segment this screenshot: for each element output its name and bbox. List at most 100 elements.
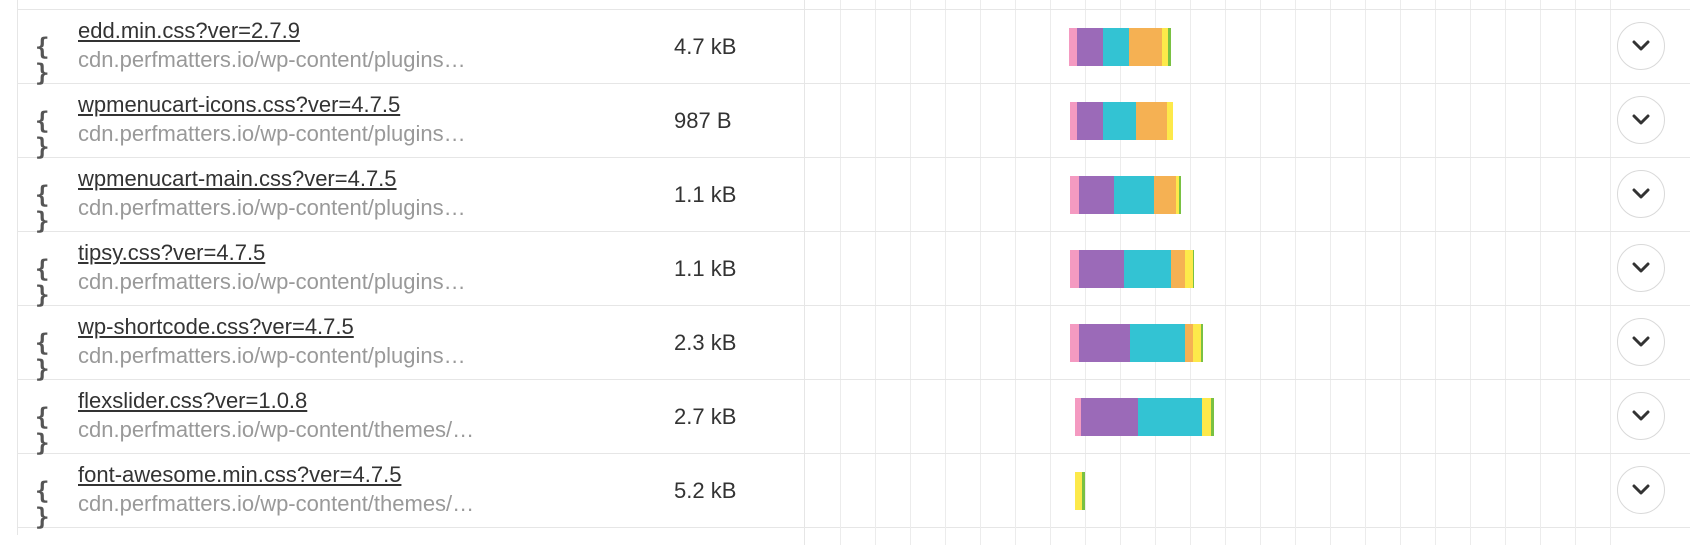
waterfall-gridline bbox=[1050, 306, 1051, 379]
waterfall-gridline bbox=[840, 10, 841, 83]
waterfall-gridline bbox=[1400, 0, 1401, 9]
waterfall-gridline bbox=[1330, 232, 1331, 305]
resource-url: cdn.perfmatters.io/wp-content/plugins… bbox=[78, 121, 466, 146]
waterfall-gridline bbox=[1575, 84, 1576, 157]
timing-segment-purple bbox=[1077, 102, 1103, 140]
waterfall-gridline bbox=[945, 232, 946, 305]
waterfall-gridline bbox=[1610, 232, 1611, 305]
waterfall-gridline bbox=[1120, 454, 1121, 527]
waterfall-gridline bbox=[1225, 84, 1226, 157]
css-braces-icon: { } bbox=[35, 107, 52, 161]
waterfall-gridline bbox=[1505, 380, 1506, 453]
waterfall-gridline bbox=[945, 525, 946, 545]
waterfall-gridline bbox=[1330, 158, 1331, 231]
table-row-partial-bottom bbox=[18, 525, 1690, 545]
waterfall-gridline bbox=[1015, 525, 1016, 545]
waterfall-gridline bbox=[1295, 84, 1296, 157]
waterfall-gridline bbox=[1260, 10, 1261, 83]
timing-segment-pink bbox=[1075, 398, 1081, 436]
resource-name-link[interactable]: tipsy.css?ver=4.7.5 bbox=[78, 240, 266, 265]
timing-segment-pink bbox=[1070, 250, 1079, 288]
waterfall-gridline bbox=[1400, 10, 1401, 83]
waterfall-gridline bbox=[1540, 0, 1541, 9]
waterfall-gridline bbox=[1015, 84, 1016, 157]
waterfall-grid bbox=[804, 454, 1637, 527]
resource-size: 5.2 kB bbox=[674, 478, 737, 503]
waterfall-gridline bbox=[875, 306, 876, 379]
waterfall-gridline bbox=[1085, 454, 1086, 527]
waterfall-grid bbox=[804, 306, 1637, 379]
timing-segment-teal bbox=[1130, 324, 1185, 362]
table-row: { } wp-shortcode.css?ver=4.7.5 cdn.perfmat… bbox=[18, 306, 1690, 382]
waterfall-gridline bbox=[1400, 306, 1401, 379]
waterfall-gridline bbox=[1435, 525, 1436, 545]
table-row: { } edd.min.css?ver=2.7.9 cdn.perfmatters.… bbox=[18, 10, 1690, 87]
expand-row-button[interactable] bbox=[1617, 466, 1665, 514]
resource-url: cdn.perfmatters.io/wp-content/themes/… bbox=[78, 491, 475, 516]
waterfall-gridline bbox=[840, 306, 841, 379]
waterfall-gridline bbox=[1225, 525, 1226, 545]
expand-row-button[interactable] bbox=[1617, 318, 1665, 366]
expand-row-button[interactable] bbox=[1617, 392, 1665, 440]
expand-row-button[interactable] bbox=[1617, 96, 1665, 144]
waterfall-gridline bbox=[840, 454, 841, 527]
waterfall-gridline bbox=[1575, 525, 1576, 545]
waterfall-gridline bbox=[1540, 158, 1541, 231]
resource-name-link[interactable]: wpmenucart-main.css?ver=4.7.5 bbox=[78, 166, 397, 191]
waterfall-gridline bbox=[840, 84, 841, 157]
waterfall-gridline bbox=[1085, 0, 1086, 9]
waterfall-gridline bbox=[1295, 454, 1296, 527]
waterfall-gridline bbox=[1365, 10, 1366, 83]
chevron-down-icon bbox=[1632, 40, 1650, 51]
waterfall-gridline bbox=[1260, 84, 1261, 157]
chevron-down-icon bbox=[1632, 188, 1650, 199]
waterfall-grid bbox=[804, 158, 1637, 231]
resource-name-link[interactable]: font-awesome.min.css?ver=4.7.5 bbox=[78, 462, 402, 487]
timing-segment-pink bbox=[1070, 102, 1077, 140]
expand-row-button[interactable] bbox=[1617, 22, 1665, 70]
resource-name-link[interactable]: wp-shortcode.css?ver=4.7.5 bbox=[78, 314, 354, 339]
waterfall-gridline bbox=[1505, 84, 1506, 157]
expand-row-button[interactable] bbox=[1617, 170, 1665, 218]
chevron-down-icon bbox=[1632, 484, 1650, 495]
waterfall-gridline bbox=[1050, 158, 1051, 231]
waterfall-grid bbox=[804, 84, 1637, 157]
css-braces-icon: { } bbox=[35, 181, 52, 235]
timing-segment-green bbox=[1201, 324, 1203, 362]
waterfall-gridline bbox=[980, 306, 981, 379]
chevron-down-icon bbox=[1632, 114, 1650, 125]
timing-segment-purple bbox=[1079, 324, 1130, 362]
waterfall-gridline bbox=[1295, 158, 1296, 231]
resource-name-link[interactable]: flexslider.css?ver=1.0.8 bbox=[78, 388, 308, 413]
waterfall-grid bbox=[804, 525, 1637, 545]
waterfall-gridline bbox=[980, 232, 981, 305]
waterfall-gridline bbox=[875, 10, 876, 83]
waterfall-gridline bbox=[1365, 232, 1366, 305]
waterfall-gridline bbox=[1085, 525, 1086, 545]
timing-segment-yellow bbox=[1162, 28, 1168, 66]
css-braces-icon: { } bbox=[35, 33, 52, 87]
waterfall-gridline bbox=[1365, 0, 1366, 9]
waterfall-gridline bbox=[910, 158, 911, 231]
waterfall-gridline bbox=[840, 525, 841, 545]
resource-name-link[interactable]: wpmenucart-icons.css?ver=4.7.5 bbox=[78, 92, 401, 117]
waterfall-gridline bbox=[1575, 454, 1576, 527]
waterfall-gridline bbox=[945, 10, 946, 83]
timing-segment-purple bbox=[1079, 250, 1124, 288]
waterfall-gridline bbox=[1505, 0, 1506, 9]
waterfall-gridline bbox=[1610, 525, 1611, 545]
waterfall-gridline bbox=[1225, 158, 1226, 231]
waterfall-gridline bbox=[1540, 380, 1541, 453]
chevron-down-icon bbox=[1632, 336, 1650, 347]
waterfall-gridline bbox=[1540, 10, 1541, 83]
waterfall-gridline bbox=[1470, 306, 1471, 379]
waterfall-gridline bbox=[1610, 158, 1611, 231]
waterfall-gridline bbox=[1365, 84, 1366, 157]
waterfall-gridline bbox=[1400, 454, 1401, 527]
expand-row-button[interactable] bbox=[1617, 244, 1665, 292]
waterfall-gridline bbox=[980, 158, 981, 231]
resource-name-link[interactable]: edd.min.css?ver=2.7.9 bbox=[78, 18, 300, 43]
waterfall-gridline bbox=[1225, 306, 1226, 379]
table-row: { } wpmenucart-main.css?ver=4.7.5 cdn.perf… bbox=[18, 158, 1690, 235]
waterfall-gridline bbox=[1505, 232, 1506, 305]
